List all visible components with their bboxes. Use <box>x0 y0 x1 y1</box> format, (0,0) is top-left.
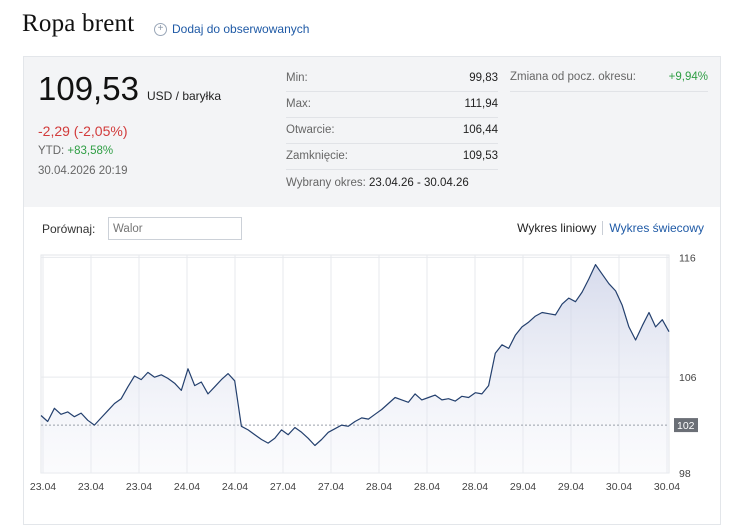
x-tick-label: 23.04 <box>126 481 152 493</box>
x-tick-label: 28.04 <box>414 481 440 493</box>
x-tick-label: 27.04 <box>270 481 296 493</box>
period-label: Wybrany okres: <box>286 177 366 189</box>
price-chart[interactable]: 116 106 98 102 23.04 23.04 23.04 24.04 24.04 27.… <box>24 247 720 509</box>
stat-row-open: Otwarcie: 106,44 <box>286 117 498 144</box>
stat-value: 106,44 <box>462 124 498 136</box>
add-to-watchlist-label: Dodaj do obserwowanych <box>172 22 310 36</box>
x-tick-label: 29.04 <box>510 481 536 493</box>
stat-label: Otwarcie: <box>286 124 335 136</box>
stat-row-close: Zamknięcie: 109,53 <box>286 143 498 170</box>
stats-section: 109,53 USD / baryłka -2,29 (-2,05%) YTD:… <box>24 57 720 207</box>
x-axis: 23.04 23.04 23.04 24.04 24.04 27.04 27.04 28.04… <box>30 481 680 493</box>
y-tick-label: 116 <box>679 252 696 264</box>
x-tick-label: 29.04 <box>558 481 584 493</box>
x-tick-label: 24.04 <box>222 481 248 493</box>
y-axis: 116 106 98 102 <box>674 252 698 480</box>
add-to-watchlist-link[interactable]: + Dodaj do obserwowanych <box>154 22 309 36</box>
stat-label: Zamknięcie: <box>286 150 348 162</box>
current-price: 109,53 <box>38 70 139 107</box>
period-change-label: Zmiana od pocz. okresu: <box>510 71 636 83</box>
quote-panel: 109,53 USD / baryłka -2,29 (-2,05%) YTD:… <box>23 56 721 525</box>
reference-badge <box>674 418 698 433</box>
reference-label: 102 <box>677 420 695 432</box>
compare-label: Porównaj: <box>42 222 96 236</box>
x-tick-label: 23.04 <box>78 481 104 493</box>
ytd-label: YTD: <box>38 145 65 157</box>
stat-value: 109,53 <box>462 150 498 162</box>
ytd-value: +83,58% <box>67 145 114 157</box>
x-tick-label: 27.04 <box>318 481 344 493</box>
stat-row-max: Max: 111,94 <box>286 91 498 118</box>
price-line <box>40 264 670 447</box>
period-change-row: Zmiana od pocz. okresu: +9,94% <box>510 71 708 92</box>
x-tick-label: 28.04 <box>462 481 488 493</box>
y-tick-label: 98 <box>679 468 691 480</box>
ytd-change: YTD: +83,58% <box>38 145 113 157</box>
y-tick-label: 106 <box>679 372 697 384</box>
x-tick-label: 28.04 <box>366 481 392 493</box>
stat-row-min: Min: 99,83 <box>286 65 498 92</box>
quote-timestamp: 30.04.2026 20:19 <box>38 165 128 177</box>
tab-line-chart[interactable]: Wykres liniowy <box>517 221 604 235</box>
plus-icon: + <box>154 22 167 36</box>
stat-label: Max: <box>286 98 311 110</box>
compare-input[interactable] <box>108 217 242 240</box>
period-change-value: +9,94% <box>668 71 708 83</box>
stat-label: Min: <box>286 72 308 84</box>
stat-value: 111,94 <box>464 98 498 110</box>
period-value: 23.04.26 - 30.04.26 <box>368 177 469 189</box>
price-unit: USD / baryłka <box>147 89 222 103</box>
selected-period: Wybrany okres: 23.04.26 - 30.04.26 <box>286 177 469 189</box>
chart-type-tabs: Wykres liniowy Wykres świecowy <box>517 221 704 235</box>
x-tick-label: 24.04 <box>174 481 200 493</box>
price-area <box>41 264 669 473</box>
x-tick-label: 30.04 <box>654 481 680 493</box>
tab-candle-chart[interactable]: Wykres świecowy <box>609 221 704 235</box>
x-tick-label: 23.04 <box>30 481 56 493</box>
page-title: Ropa brent <box>22 10 135 37</box>
x-tick-label: 30.04 <box>606 481 632 493</box>
stat-value: 99,83 <box>469 72 498 84</box>
price-change: -2,29 (-2,05%) <box>38 123 128 139</box>
